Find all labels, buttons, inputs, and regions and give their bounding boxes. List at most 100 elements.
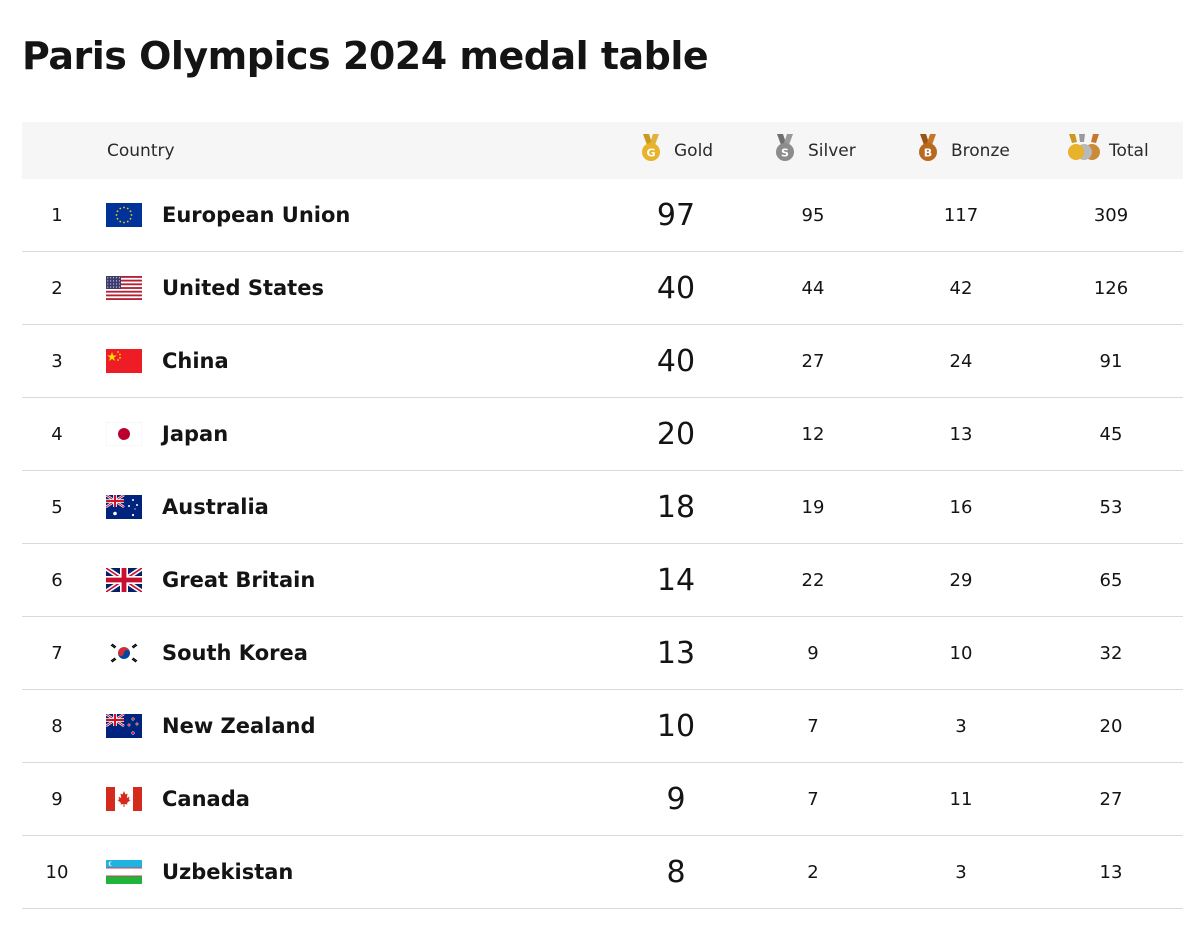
country-name: United States xyxy=(162,276,324,300)
uzbekistan-flag-icon xyxy=(106,860,142,884)
medals-stack-icon xyxy=(1067,134,1101,167)
table-row: 8 New Zealand 10 7 3 20 xyxy=(22,690,1183,763)
total-count: 45 xyxy=(1099,423,1123,445)
table-row: 4 Japan 20 12 13 45 xyxy=(22,398,1183,471)
bronze-count: 3 xyxy=(955,861,967,883)
table-row: 2 United States 40 44 42 126 xyxy=(22,252,1183,325)
great-britain-flag-icon xyxy=(106,568,142,592)
total-count: 27 xyxy=(1099,788,1123,810)
flag-cell xyxy=(106,471,142,543)
us-flag-icon xyxy=(106,276,142,300)
flag-cell xyxy=(106,544,142,616)
rank-cell: 3 xyxy=(51,350,63,372)
country-name: Australia xyxy=(162,495,269,519)
table-row: 6 Great Britain 14 22 29 65 xyxy=(22,544,1183,617)
country-name: European Union xyxy=(162,203,351,227)
gold-count: 97 xyxy=(656,197,696,233)
silver-header-label: Silver xyxy=(808,140,856,161)
total-count: 32 xyxy=(1099,642,1123,664)
total-count: 13 xyxy=(1099,861,1123,883)
rank-cell: 8 xyxy=(51,715,63,737)
gold-count: 40 xyxy=(656,270,696,306)
silver-column-header: S Silver xyxy=(774,122,856,179)
bronze-count: 29 xyxy=(949,569,973,591)
silver-count: 2 xyxy=(807,861,819,883)
country-name: New Zealand xyxy=(162,714,316,738)
gold-count: 18 xyxy=(656,489,696,525)
japan-flag-icon xyxy=(106,422,142,446)
table-row: 9 Canada 9 7 11 27 xyxy=(22,763,1183,836)
flag-cell xyxy=(106,252,142,324)
total-count: 91 xyxy=(1099,350,1123,372)
gold-medal-icon: G xyxy=(640,134,662,167)
silver-count: 7 xyxy=(807,788,819,810)
total-count: 53 xyxy=(1099,496,1123,518)
country-column-header: Country xyxy=(107,140,175,161)
total-count: 20 xyxy=(1099,715,1123,737)
australia-flag-icon xyxy=(106,495,142,519)
china-flag-icon xyxy=(106,349,142,373)
silver-count: 7 xyxy=(807,715,819,737)
svg-text:S: S xyxy=(781,147,789,160)
bronze-column-header: B Bronze xyxy=(917,122,1010,179)
rank-cell: 2 xyxy=(51,277,63,299)
flag-cell xyxy=(106,179,142,251)
total-count: 309 xyxy=(1093,204,1129,226)
bronze-count: 11 xyxy=(949,788,973,810)
bronze-medal-icon: B xyxy=(917,134,939,167)
rank-cell: 9 xyxy=(51,788,63,810)
gold-count: 40 xyxy=(656,343,696,379)
table-row: 7 South Korea 13 9 10 32 xyxy=(22,617,1183,690)
total-header-label: Total xyxy=(1109,140,1149,161)
total-column-header: Total xyxy=(1067,122,1149,179)
gold-count: 13 xyxy=(656,635,696,671)
gold-count: 9 xyxy=(666,781,686,817)
country-name: Japan xyxy=(162,422,229,446)
silver-medal-icon: S xyxy=(774,134,796,167)
silver-count: 44 xyxy=(801,277,825,299)
table-row: 1 European Union 97 95 117 309 xyxy=(22,179,1183,252)
rank-cell: 10 xyxy=(45,861,69,883)
silver-count: 22 xyxy=(801,569,825,591)
silver-count: 12 xyxy=(801,423,825,445)
flag-cell xyxy=(106,617,142,689)
bronze-count: 24 xyxy=(949,350,973,372)
bronze-count: 117 xyxy=(943,204,979,226)
bronze-count: 13 xyxy=(949,423,973,445)
country-name: Canada xyxy=(162,787,250,811)
rank-cell: 1 xyxy=(51,204,63,226)
canada-flag-icon xyxy=(106,787,142,811)
silver-count: 95 xyxy=(801,204,825,226)
bronze-count: 10 xyxy=(949,642,973,664)
country-name: Uzbekistan xyxy=(162,860,294,884)
page-title: Paris Olympics 2024 medal table xyxy=(22,34,709,78)
gold-count: 20 xyxy=(656,416,696,452)
bronze-count: 42 xyxy=(949,277,973,299)
bronze-header-label: Bronze xyxy=(951,140,1010,161)
rank-cell: 5 xyxy=(51,496,63,518)
table-row: 5 Australia 18 19 16 53 xyxy=(22,471,1183,544)
table-body: 1 European Union 97 95 117 309 2 United States 4… xyxy=(22,179,1183,909)
silver-count: 9 xyxy=(807,642,819,664)
svg-text:G: G xyxy=(646,147,655,160)
flag-cell xyxy=(106,690,142,762)
country-name: South Korea xyxy=(162,641,308,665)
total-count: 65 xyxy=(1099,569,1123,591)
rank-cell: 4 xyxy=(51,423,63,445)
new-zealand-flag-icon xyxy=(106,714,142,738)
gold-header-label: Gold xyxy=(674,140,714,161)
rank-cell: 6 xyxy=(51,569,63,591)
gold-count: 14 xyxy=(656,562,696,598)
country-name: Great Britain xyxy=(162,568,316,592)
silver-count: 19 xyxy=(801,496,825,518)
gold-column-header: G Gold xyxy=(640,122,713,179)
gold-count: 10 xyxy=(656,708,696,744)
flag-cell xyxy=(106,836,142,908)
rank-cell: 7 xyxy=(51,642,63,664)
gold-count: 8 xyxy=(666,854,686,890)
table-header: Country G Gold xyxy=(22,122,1183,179)
flag-cell xyxy=(106,325,142,397)
total-count: 126 xyxy=(1093,277,1129,299)
south-korea-flag-icon xyxy=(106,641,142,665)
